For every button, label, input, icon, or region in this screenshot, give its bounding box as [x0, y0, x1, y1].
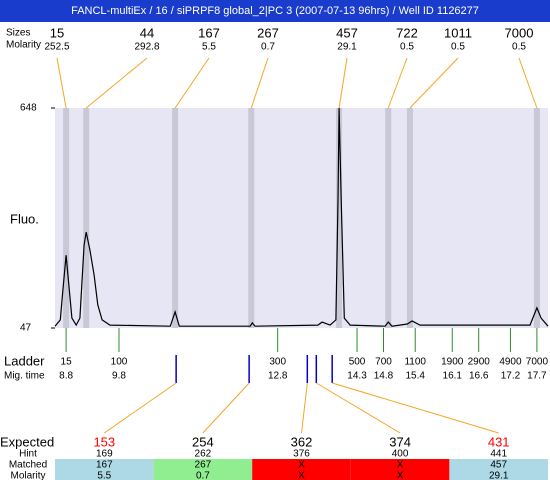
expected-label: Expected: [0, 434, 54, 449]
peak-size: 167: [198, 25, 220, 40]
molarity-label: Molarity: [6, 40, 41, 51]
peak-band: [83, 108, 90, 328]
ladder-time: 14.8: [374, 371, 394, 382]
peak-molarity: 0.5: [400, 42, 414, 53]
peak-size: 7000: [505, 25, 534, 40]
expected-size: 431: [488, 434, 510, 449]
y-tick-label: 47: [20, 323, 32, 334]
peak-molarity: 5.5: [202, 42, 216, 53]
peak-size: 722: [396, 25, 418, 40]
peak-molarity: 0.5: [512, 42, 526, 53]
ladder-size: 1100: [404, 357, 426, 368]
peak-connector: [250, 57, 269, 109]
ladder-time: 12.8: [268, 371, 288, 382]
ladder-time: 16.6: [469, 371, 489, 382]
expected-size: 153: [93, 434, 115, 449]
fragment-cell: [153, 459, 253, 480]
ladder-label: Ladder: [4, 353, 45, 368]
ladder-size: 7000: [526, 357, 549, 368]
ladder-size: 15: [61, 357, 73, 368]
title-bar: [0, 0, 550, 22]
peak-connector: [174, 57, 210, 109]
ladder-size: 1900: [441, 357, 464, 368]
peak-connector: [518, 57, 538, 109]
trace: [54, 107, 549, 327]
ladder-time: 8.8: [59, 371, 73, 382]
fragment-cell: [350, 459, 450, 480]
ladder-size: 2900: [468, 357, 491, 368]
fragment-connector: [316, 382, 401, 434]
ladder-size: 300: [269, 357, 286, 368]
matched-size: 167: [96, 460, 113, 471]
peak-band: [406, 108, 413, 328]
hint-size: 169: [96, 449, 113, 460]
peak-size: 44: [140, 25, 154, 40]
fragment-cell: [55, 459, 154, 480]
peak-connector: [85, 57, 148, 109]
hint-label: Hint: [19, 449, 37, 460]
peak-connector: [56, 57, 67, 109]
matched-size: 457: [490, 460, 507, 471]
peak-connector: [387, 57, 408, 109]
fragment-connector: [301, 382, 308, 434]
matched-molarity: X: [397, 471, 404, 480]
peak-molarity: 0.5: [451, 42, 465, 53]
expected-size: 374: [389, 434, 411, 449]
peak-band: [385, 108, 392, 328]
expected-size: 254: [192, 434, 214, 449]
ladder-time: 17.7: [527, 371, 547, 382]
matched-molarity: 29.1: [489, 471, 509, 480]
migtime-label: Mig. time: [4, 371, 45, 382]
ladder-size: 700: [375, 357, 392, 368]
peak-connector: [409, 57, 459, 109]
peak-size: 1011: [444, 25, 472, 40]
peak-molarity: 0.7: [261, 42, 275, 53]
title: FANCL-multiEx / 16 / siPRPF8 global_2|PC…: [71, 5, 479, 17]
matched-label: Matched: [9, 460, 47, 471]
peak-band: [172, 108, 179, 328]
ladder-time: 15.4: [405, 371, 425, 382]
hint-size: 400: [392, 449, 409, 460]
fragment-connector: [202, 382, 250, 434]
plot-area: [55, 108, 548, 328]
matched-molarity: 0.7: [196, 471, 210, 480]
matched-molarity: X: [298, 471, 305, 480]
peak-band: [63, 108, 70, 328]
matched-size: 267: [195, 460, 212, 471]
fragment-connector: [104, 382, 177, 434]
molarity-label: Molarity: [10, 471, 45, 480]
peak-connector: [338, 57, 348, 109]
ladder-time: 14.3: [347, 371, 367, 382]
peak-molarity: 292.8: [134, 42, 159, 53]
ladder-size: 100: [111, 357, 128, 368]
matched-size: X: [397, 460, 404, 471]
fragment-cell: [252, 459, 351, 480]
peak-band: [248, 108, 255, 328]
ladder-time: 16.1: [443, 371, 463, 382]
ladder-size: 500: [349, 357, 366, 368]
hint-size: 376: [293, 449, 310, 460]
expected-size: 362: [291, 434, 313, 449]
ladder-time: 17.2: [501, 371, 521, 382]
hint-size: 262: [195, 449, 212, 460]
fragment-connector: [332, 382, 499, 434]
sizes-label: Sizes: [6, 28, 30, 39]
peak-size: 457: [336, 25, 358, 40]
peak-size: 267: [257, 25, 279, 40]
y-label: Fluo.: [10, 211, 39, 226]
peak-band: [336, 108, 343, 328]
ladder-size: 4900: [499, 357, 522, 368]
peak-band: [533, 108, 540, 328]
fragment-cell: [449, 459, 548, 480]
peak-molarity: 252.5: [44, 42, 69, 53]
matched-size: X: [298, 460, 305, 471]
peak-molarity: 29.1: [337, 42, 357, 53]
ladder-time: 9.8: [112, 371, 126, 382]
peak-size: 15: [50, 25, 64, 40]
hint-size: 441: [490, 449, 507, 460]
matched-molarity: 5.5: [97, 471, 111, 480]
y-tick-label: 648: [20, 103, 37, 114]
